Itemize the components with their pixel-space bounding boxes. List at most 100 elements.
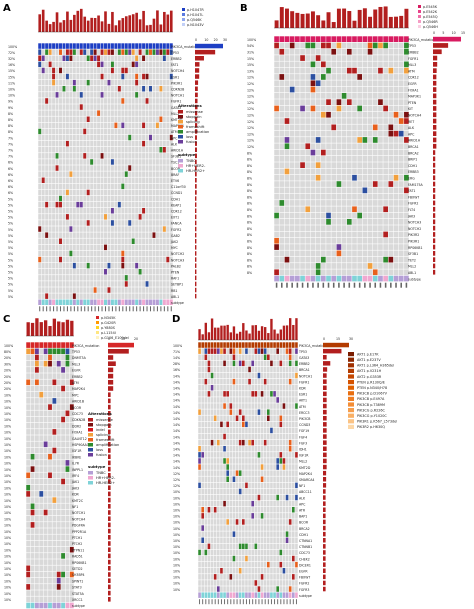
- oncoprint-cell: [204, 507, 208, 513]
- oncoprint-cell: [201, 507, 204, 513]
- oncoprint-cell: [114, 183, 118, 190]
- oncoprint-cell: [248, 439, 251, 446]
- oncoprint-cell: [162, 226, 166, 232]
- sample-bar: [48, 326, 52, 336]
- oncoprint-cell: [320, 193, 326, 200]
- oncoprint-cell: [295, 118, 300, 124]
- gene-label: MLL2: [299, 460, 307, 464]
- oncoprint-cell: [142, 86, 146, 92]
- oncoprint-cell: [398, 187, 404, 194]
- oncoprint-cell: [210, 439, 214, 446]
- oncoprint-cell: [336, 156, 342, 162]
- panel-label-d: D: [172, 314, 180, 325]
- oncoprint-cell: [131, 226, 135, 232]
- oncoprint-cell: [86, 287, 90, 293]
- oncoprint-cell: [138, 220, 142, 226]
- oncoprint-cell: [79, 116, 83, 122]
- oncoprint-cell: [226, 549, 229, 556]
- oncoprint-cell: [279, 439, 283, 446]
- sample-bar: [41, 9, 45, 32]
- oncoprint-cell: [210, 543, 214, 550]
- oncoprint-cell: [341, 275, 347, 282]
- oncoprint-cell: [282, 366, 286, 373]
- oncoprint-cell: [346, 200, 352, 206]
- oncoprint-cell: [162, 183, 166, 190]
- oncoprint-cell: [69, 208, 73, 214]
- oncoprint-cell: [59, 244, 62, 251]
- oncoprint-cell: [282, 549, 286, 556]
- oncoprint-cell: [79, 92, 83, 98]
- oncoprint-cell: [166, 86, 170, 92]
- oncoprint-cell: [295, 470, 298, 476]
- oncoprint-cell: [107, 262, 111, 269]
- oncoprint-cell: [159, 195, 163, 202]
- oncoprint-cell: [56, 577, 61, 584]
- oncoprint-cell: [292, 464, 295, 470]
- oncoprint-cell: [166, 250, 170, 257]
- gene-frequency-bar: [195, 178, 197, 183]
- oncoprint-cell: [39, 416, 44, 423]
- oncoprint-cell: [282, 403, 286, 409]
- oncoprint-cell: [169, 281, 173, 287]
- oncoprint-cell: [114, 275, 118, 281]
- oncoprint-cell: [336, 42, 342, 49]
- oncoprint-cell: [48, 262, 52, 269]
- oncoprint-cell: [204, 555, 208, 562]
- oncoprint-cell: [284, 156, 290, 162]
- oncoprint-cell: [86, 55, 90, 61]
- row-percent: 10%: [173, 539, 180, 543]
- oncoprint-cell: [263, 500, 267, 507]
- sample-id-label: [156, 306, 158, 312]
- oncoprint-cell: [69, 404, 74, 410]
- oncoprint-cell: [62, 104, 66, 110]
- oncoprint-cell: [104, 104, 107, 110]
- oncoprint-cell: [124, 299, 128, 305]
- oncoprint-cell: [289, 74, 295, 80]
- oncoprint-cell: [235, 385, 239, 391]
- oncoprint-cell: [289, 42, 295, 49]
- oncoprint-cell: [357, 74, 363, 80]
- oncoprint-cell: [198, 385, 201, 391]
- oncoprint-cell: [69, 67, 73, 74]
- oncoprint-cell: [232, 439, 236, 446]
- oncoprint-cell: [45, 226, 49, 232]
- oncoprint-cell: [367, 93, 373, 99]
- oncoprint-cell: [217, 452, 220, 458]
- oncoprint-cell: [336, 193, 342, 200]
- oncoprint-cell: [128, 287, 132, 293]
- oncoprint-cell: [267, 409, 270, 415]
- oncoprint-cell: [292, 415, 295, 421]
- gene-label: STAT3: [72, 586, 82, 590]
- oncoprint-cell: [97, 147, 101, 153]
- oncoprint-cell: [357, 48, 363, 55]
- oncoprint-cell: [310, 67, 316, 74]
- oncoprint-cell: [69, 232, 73, 238]
- oncoprint-cell: [404, 67, 409, 74]
- oncoprint-cell: [43, 453, 48, 460]
- oncoprint-cell: [220, 500, 223, 507]
- oncoprint-cell: [346, 118, 352, 124]
- gene-label: MLL3: [408, 63, 416, 67]
- oncoprint-cell: [149, 262, 152, 269]
- row-percent: 10%: [4, 424, 11, 428]
- oncoprint-cell: [97, 159, 101, 165]
- oncoprint-cell: [300, 244, 305, 250]
- oncoprint-cell: [149, 214, 152, 220]
- oncoprint-cell: [226, 446, 229, 452]
- oncoprint-cell: [30, 540, 35, 547]
- oncoprint-cell: [166, 128, 170, 135]
- oncoprint-cell: [284, 137, 290, 143]
- oncoprint-cell: [226, 354, 229, 360]
- oncoprint-cell: [83, 140, 87, 147]
- sample-bar: [62, 20, 66, 32]
- oncoprint-cell: [292, 421, 295, 428]
- oncoprint-cell: [72, 183, 76, 190]
- oncoprint-cell: [162, 134, 166, 141]
- oncoprint-cell: [229, 488, 233, 495]
- oncoprint-cell: [166, 147, 170, 153]
- gene-frequency-bar: [108, 466, 111, 472]
- oncoprint-cell: [198, 366, 201, 373]
- oncoprint-cell: [56, 553, 61, 559]
- oncoprint-cell: [346, 212, 352, 219]
- oncoprint-cell: [45, 177, 49, 183]
